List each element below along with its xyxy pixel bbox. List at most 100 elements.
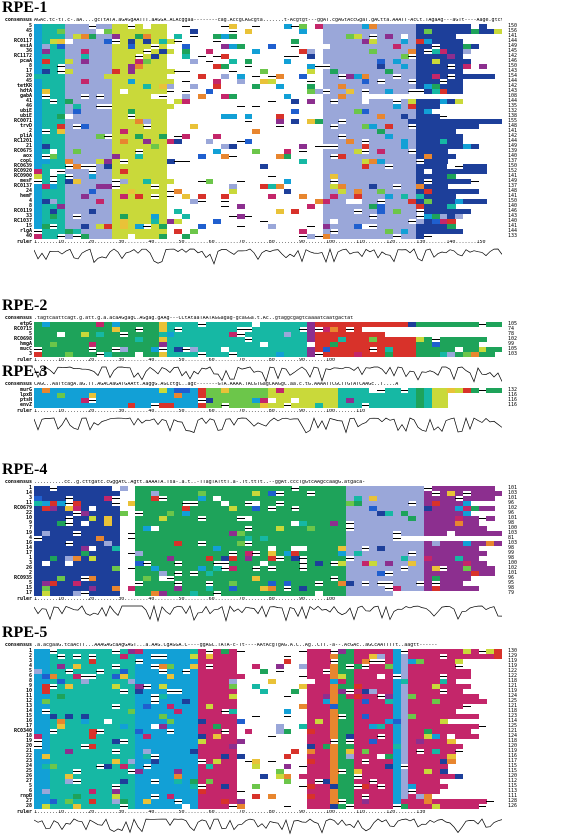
consensus-label: consensus xyxy=(2,480,32,485)
gap-mark xyxy=(369,216,377,217)
gap-mark xyxy=(229,71,237,72)
gap-mark xyxy=(143,51,151,52)
gap-mark xyxy=(245,503,253,504)
residue-cell xyxy=(486,352,494,357)
gap-mark xyxy=(393,236,401,237)
gap-mark xyxy=(385,583,393,584)
gap-mark xyxy=(284,405,292,406)
gap-mark xyxy=(128,568,136,569)
gap-mark xyxy=(408,503,416,504)
ruler-label: ruler xyxy=(2,810,32,815)
gap-mark xyxy=(120,334,128,335)
gap-mark xyxy=(424,236,432,237)
gap-mark xyxy=(50,488,58,489)
gap-mark xyxy=(307,226,315,227)
gap-mark xyxy=(432,339,440,340)
gap-mark xyxy=(377,583,385,584)
gap-mark xyxy=(463,493,471,494)
gap-mark xyxy=(315,354,323,355)
gap-mark xyxy=(167,191,175,192)
gap-mark xyxy=(159,656,167,657)
gap-mark xyxy=(237,226,245,227)
gap-mark xyxy=(245,339,253,340)
gap-mark xyxy=(307,493,315,494)
gap-mark xyxy=(81,166,89,167)
gap-mark xyxy=(57,656,65,657)
gap-mark xyxy=(221,201,229,202)
gap-mark xyxy=(229,31,237,32)
gap-mark xyxy=(65,498,73,499)
gap-mark xyxy=(401,390,409,391)
gap-mark xyxy=(440,568,448,569)
gap-mark xyxy=(213,56,221,57)
gap-mark xyxy=(65,176,73,177)
gap-mark xyxy=(182,671,190,672)
gap-mark xyxy=(369,36,377,37)
gap-mark xyxy=(291,488,299,489)
gap-mark xyxy=(408,56,416,57)
gap-mark xyxy=(112,666,120,667)
gap-mark xyxy=(237,518,245,519)
gap-mark xyxy=(432,493,440,494)
gap-mark xyxy=(182,503,190,504)
gap-mark xyxy=(385,588,393,589)
gap-mark xyxy=(206,61,214,62)
sequence-length: 133 xyxy=(508,234,517,239)
residue-cell xyxy=(440,403,448,408)
gap-mark xyxy=(34,538,42,539)
gap-mark xyxy=(471,181,479,182)
gap-mark xyxy=(151,656,159,657)
gap-mark xyxy=(198,181,206,182)
gap-mark xyxy=(198,354,206,355)
gap-mark xyxy=(81,676,89,677)
gap-mark xyxy=(128,533,136,534)
gap-mark xyxy=(229,216,237,217)
gap-mark xyxy=(89,676,97,677)
panel-title: RPE-5 xyxy=(2,625,47,641)
gap-mark xyxy=(260,221,268,222)
gap-mark xyxy=(291,56,299,57)
gap-mark xyxy=(432,583,440,584)
gap-mark xyxy=(245,66,253,67)
gap-mark xyxy=(315,329,323,330)
gap-mark xyxy=(213,563,221,564)
gap-mark xyxy=(369,349,377,350)
gap-mark xyxy=(416,91,424,92)
gap-mark xyxy=(65,523,73,524)
gap-mark xyxy=(385,573,393,574)
gap-mark xyxy=(338,121,346,122)
gap-mark xyxy=(182,71,190,72)
alignment-row xyxy=(34,403,502,408)
gap-mark xyxy=(252,106,260,107)
gap-mark xyxy=(338,136,346,137)
gap-mark xyxy=(42,131,50,132)
gap-mark xyxy=(276,503,284,504)
gap-mark xyxy=(65,503,73,504)
gap-mark xyxy=(112,498,120,499)
gap-mark xyxy=(112,41,120,42)
gap-mark xyxy=(221,405,229,406)
gap-mark xyxy=(120,161,128,162)
gap-mark xyxy=(174,583,182,584)
conservation-profile xyxy=(34,603,502,623)
gap-mark xyxy=(330,651,338,652)
consensus-sequence: .tagtcaattcagt.g.att.g.a.acaAGgagC.AGgag… xyxy=(34,316,502,321)
gap-mark xyxy=(362,91,370,92)
gap-mark xyxy=(393,76,401,77)
panel-title: RPE-2 xyxy=(2,298,47,314)
gap-mark xyxy=(245,528,253,529)
gap-mark xyxy=(112,651,120,652)
gap-mark xyxy=(151,46,159,47)
gap-mark xyxy=(229,354,237,355)
sequence-length: 116 xyxy=(508,403,517,408)
gap-mark xyxy=(315,236,323,237)
gap-mark xyxy=(479,324,487,325)
gap-mark xyxy=(159,349,167,350)
gap-mark xyxy=(237,181,245,182)
gap-mark xyxy=(198,543,206,544)
gap-mark xyxy=(237,334,245,335)
sequence-length: 103 xyxy=(508,352,517,357)
